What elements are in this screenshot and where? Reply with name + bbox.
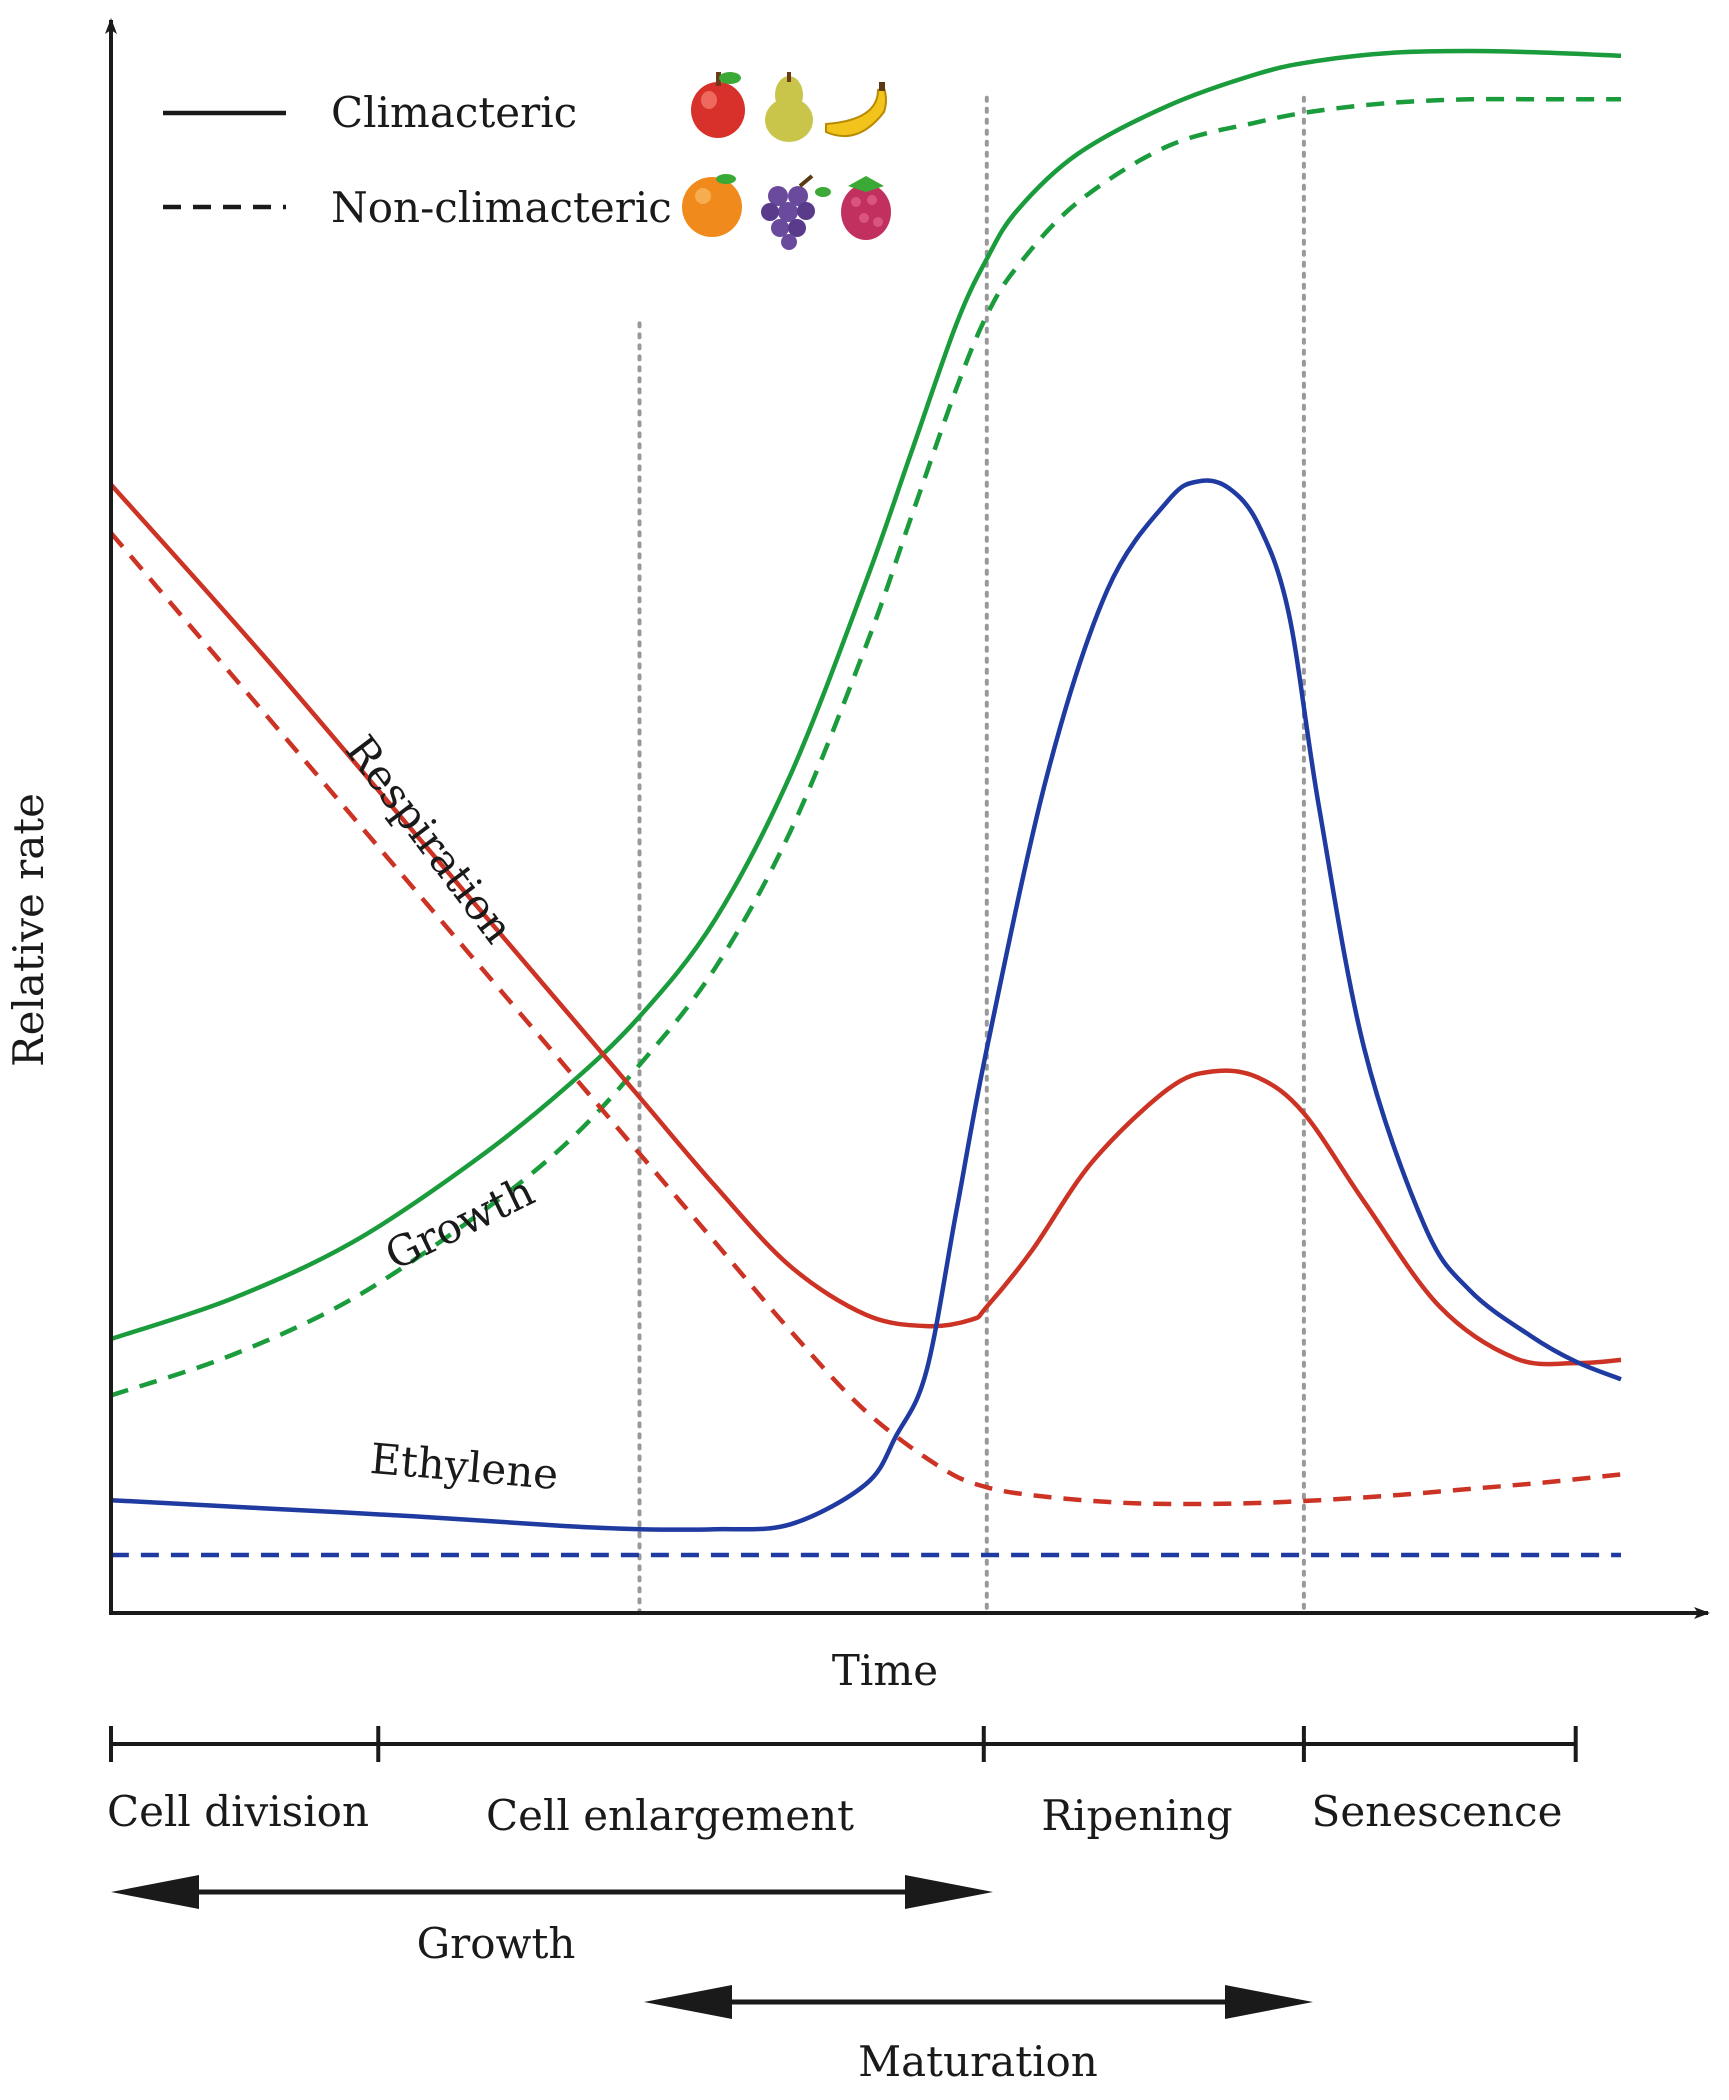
- ethylene-climacteric-curve: [110, 478, 1622, 1532]
- growth-span-left-head: [111, 1875, 199, 1909]
- legend-non-climacteric-label: Non-climacteric: [331, 183, 672, 232]
- stage-timeline: Cell division Cell enlargement Ripening …: [107, 1726, 1578, 1840]
- stage-senescence: Senescence: [1312, 1787, 1563, 1836]
- raspberry-icon: [841, 176, 891, 240]
- respiration-climacteric-curve: [109, 483, 1622, 1367]
- maturation-span-right-head: [1225, 1985, 1313, 2019]
- timeline-ticks: [109, 1726, 1578, 1762]
- growth-span: Growth: [111, 1875, 993, 1968]
- stage-ripening: Ripening: [1041, 1791, 1232, 1840]
- maturation-span-left-head: [644, 1985, 732, 2019]
- ethylene-curve-label: Ethylene: [368, 1434, 560, 1499]
- respiration-curve-label: Respiration: [336, 726, 523, 952]
- maturation-span: Maturation: [644, 1985, 1313, 2086]
- maturation-span-label: Maturation: [858, 2037, 1098, 2086]
- y-axis-label: Relative rate: [4, 793, 53, 1067]
- legend-climacteric-label: Climacteric: [331, 88, 577, 137]
- banana-icon: [825, 82, 887, 137]
- growth-non-climacteric-curve: [110, 96, 1621, 1398]
- growth-span-right-head: [905, 1875, 993, 1909]
- growth-span-label: Growth: [417, 1919, 576, 1968]
- grapes-icon: [761, 174, 831, 250]
- legend: Climacteric Non-climacteric: [163, 72, 891, 250]
- pear-icon: [765, 72, 813, 142]
- apple-icon: [691, 72, 745, 138]
- growth-climacteric-curve: [110, 48, 1622, 1342]
- x-axis-label: Time: [832, 1646, 938, 1695]
- stage-cell-division: Cell division: [107, 1787, 369, 1836]
- data-curves: [109, 48, 1622, 1558]
- phase-lines: [637, 95, 1306, 1615]
- respiration-non-climacteric-curve: [109, 531, 1622, 1507]
- growth-curve-label: Growth: [378, 1166, 542, 1280]
- orange-icon: [682, 174, 742, 237]
- stage-cell-enlargement: Cell enlargement: [486, 1791, 854, 1840]
